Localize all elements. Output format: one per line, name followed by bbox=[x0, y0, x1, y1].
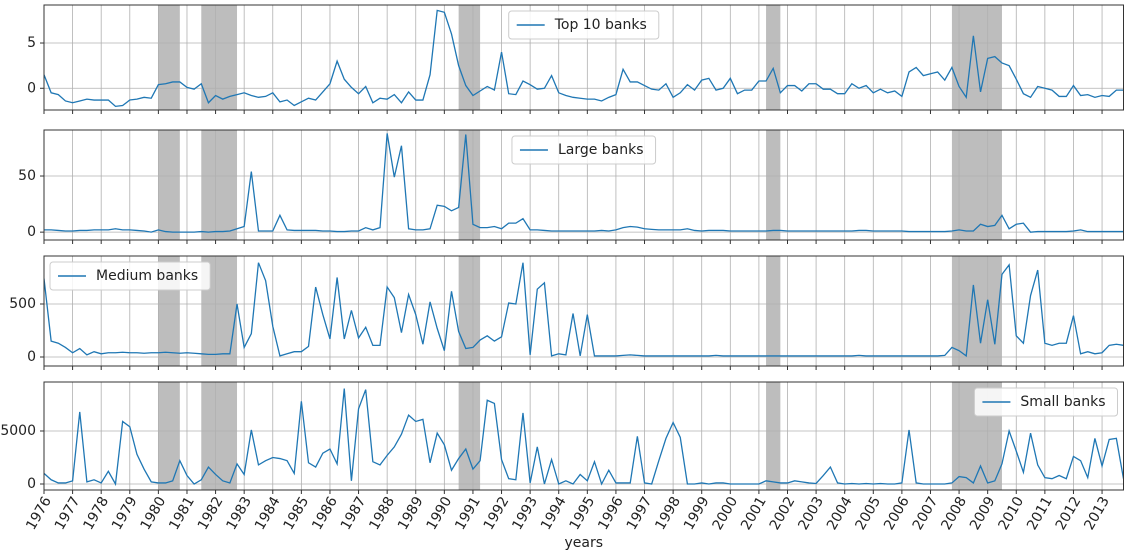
legend-label: Large banks bbox=[558, 142, 644, 158]
recession-span bbox=[766, 130, 781, 240]
x-tick-label: 1976 bbox=[23, 494, 55, 533]
recession-span bbox=[766, 382, 781, 490]
x-tick-label: 1995 bbox=[567, 494, 599, 533]
legend: Large banks bbox=[511, 135, 657, 165]
x-tick-label: 1979 bbox=[109, 494, 141, 533]
recession-span bbox=[201, 5, 238, 110]
x-tick-label: 1994 bbox=[538, 494, 570, 533]
x-tick-label: 2003 bbox=[795, 494, 827, 533]
recession-span bbox=[201, 382, 238, 490]
legend-label: Small banks bbox=[1020, 394, 1105, 410]
x-tick-label: 2006 bbox=[881, 494, 913, 533]
x-tick-label: 1978 bbox=[80, 494, 112, 533]
panel: 1976197719781979198019811982198319841985… bbox=[0, 381, 1124, 533]
x-tick-label: 1998 bbox=[652, 494, 684, 533]
recession-span bbox=[458, 5, 481, 110]
x-tick-label: 1981 bbox=[166, 494, 198, 533]
y-tick-label: 50 bbox=[18, 168, 36, 184]
x-tick-label: 2002 bbox=[767, 494, 799, 533]
x-tick-label: 1992 bbox=[481, 494, 513, 533]
panel: 0 5 Top 10 banks bbox=[27, 4, 1124, 114]
x-tick-label: 1983 bbox=[223, 494, 255, 533]
legend-box bbox=[508, 10, 660, 40]
legend-label: Top 10 banks bbox=[554, 17, 647, 33]
recession-span bbox=[158, 382, 180, 490]
series-line bbox=[44, 388, 1124, 487]
y-tick-label: 5 bbox=[27, 35, 36, 51]
y-tick-label: 0 bbox=[27, 349, 36, 365]
x-tick-label: 2011 bbox=[1024, 494, 1056, 533]
legend: Small banks bbox=[973, 387, 1118, 417]
x-tick-label: 2000 bbox=[710, 494, 742, 533]
x-tick-label: 1989 bbox=[395, 494, 427, 533]
x-tick-label: 2008 bbox=[938, 494, 970, 533]
legend: Medium banks bbox=[49, 261, 211, 291]
panel: 0 50 Large banks bbox=[18, 129, 1124, 244]
x-tick-label: 2005 bbox=[853, 494, 885, 533]
recession-span bbox=[158, 5, 180, 110]
x-tick-label: 1986 bbox=[309, 494, 341, 533]
recession-span bbox=[158, 130, 180, 240]
y-tick-label: 0 bbox=[27, 476, 36, 492]
x-axis-label: years bbox=[564, 535, 603, 551]
y-tick-label: 5000 bbox=[0, 423, 36, 439]
x-tick-label: 1987 bbox=[338, 494, 370, 533]
y-tick-label: 0 bbox=[27, 224, 36, 240]
y-tick-label: 0 bbox=[27, 80, 36, 96]
x-tick-label: 1988 bbox=[366, 494, 398, 533]
x-tick-label: 1990 bbox=[424, 494, 456, 533]
x-tick-label: 1997 bbox=[624, 494, 656, 533]
panel: 0 500 Medium banks bbox=[9, 255, 1124, 370]
recession-span bbox=[201, 130, 238, 240]
legend-box bbox=[49, 261, 211, 291]
x-tick-label: 2010 bbox=[996, 494, 1028, 533]
series-line bbox=[44, 9, 1124, 108]
recession-span bbox=[766, 256, 781, 366]
legend-box bbox=[511, 135, 657, 165]
x-tick-label: 2001 bbox=[738, 494, 770, 533]
legend-label: Medium banks bbox=[96, 268, 198, 284]
recession-span bbox=[458, 382, 481, 490]
x-tick-label: 1991 bbox=[452, 494, 484, 533]
x-tick-label: 2004 bbox=[824, 494, 856, 533]
x-tick-label: 1980 bbox=[138, 494, 170, 533]
x-tick-label: 1984 bbox=[252, 494, 284, 533]
series-line bbox=[44, 262, 1124, 358]
recession-span bbox=[951, 130, 1002, 240]
legend-box bbox=[973, 387, 1118, 417]
recession-span bbox=[766, 5, 781, 110]
x-tick-label: 1999 bbox=[681, 494, 713, 533]
x-tick-label: 1996 bbox=[595, 494, 627, 533]
x-tick-label: 1977 bbox=[52, 494, 84, 533]
series-line bbox=[44, 133, 1124, 233]
legend: Top 10 banks bbox=[508, 10, 660, 40]
y-tick-label: 500 bbox=[9, 296, 36, 312]
x-tick-label: 2009 bbox=[967, 494, 999, 533]
x-tick-label: 2007 bbox=[910, 494, 942, 533]
x-tick-label: 1993 bbox=[509, 494, 541, 533]
x-tick-label: 1982 bbox=[195, 494, 227, 533]
x-tick-label: 1985 bbox=[281, 494, 313, 533]
x-tick-label: 2013 bbox=[1081, 494, 1113, 533]
x-tick-label: 2012 bbox=[1053, 494, 1085, 533]
recession-span bbox=[458, 256, 481, 366]
